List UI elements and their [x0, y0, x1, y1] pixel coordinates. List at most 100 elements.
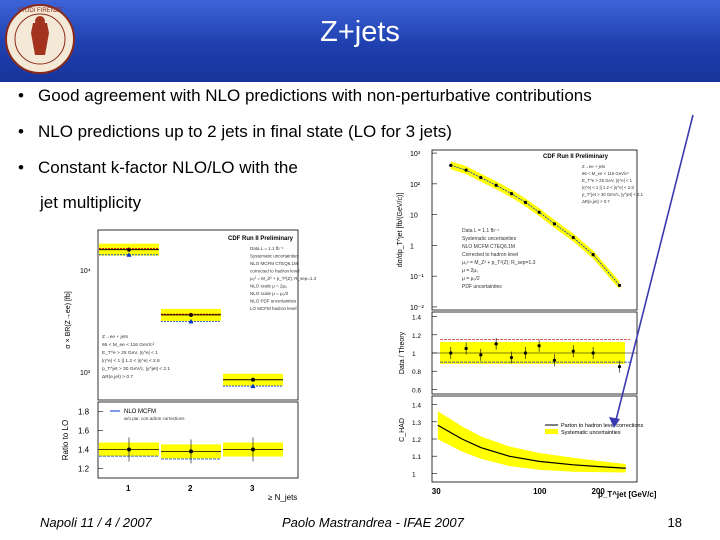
tr-ytick-5: 10⁻² [410, 305, 424, 312]
tr-legend-item-2: NLO MCFM CTEQ6.1M [462, 244, 515, 250]
panel-tr-cuts: Z→ee + jets 66 < M_ee < 116 GeV/c² E_T^e >… [582, 164, 644, 204]
tr-legend-item-4: μ₀² = M_Z² + p_T²(Z); R_sep=1.3 [462, 260, 536, 266]
tl-point-1 [189, 312, 193, 317]
mr-point-10 [617, 365, 622, 369]
br-ytick-0: 1.4 [412, 403, 421, 410]
mr-point-4 [509, 355, 514, 360]
mr-point-0 [449, 351, 453, 355]
panel-cross-section: CDF Run II Preliminary σ × BR(Z→ee) [fb]… [65, 229, 317, 401]
br-legend-item-0: Parton to hadron level corrections [561, 423, 643, 429]
left-figure: CDF Run II Preliminary σ × BR(Z→ee) [fb]… [60, 225, 317, 502]
mr-ytick-3: 0.8 [412, 369, 421, 376]
tr-legend-item-6: μ = μ₀/2 [462, 276, 480, 282]
mr-point-8 [571, 349, 575, 353]
bl-legend-item-1: w/o par. corr.adron corrections [124, 416, 185, 421]
br-ytick-3: 1.1 [412, 454, 421, 461]
panel-tr-marks [449, 161, 622, 290]
tr-ytick-4: 10⁻¹ [410, 274, 424, 281]
mr-ytick-4: 0.6 [412, 387, 421, 394]
br-ytick-2: 1.2 [412, 437, 421, 444]
panel-mr-ylabel: Data / Theory [399, 331, 406, 374]
tl-legend-item-2: NLO MCFM CTEQ6.1M [250, 261, 298, 266]
panel-tl-cuts: Z→ee + jets 66 < M_ee < 116 GeV/c² E_T^e >… [102, 334, 170, 380]
tr-point-6 [537, 210, 541, 214]
mr-ytick-1: 1.2 [412, 333, 421, 340]
mr-point-3 [494, 342, 498, 346]
panel-br-ylabel: C_HAD [399, 418, 406, 442]
bl-xtick-0: 1 [126, 484, 131, 493]
tl-legend-item-6: NLO scale μ = μ₀/2 [250, 291, 289, 296]
panel-bl-marks [99, 437, 283, 464]
panel-tr-title: CDF Run II Preliminary [543, 154, 609, 160]
tl-legend-item-1: Systematic uncertainties [250, 254, 300, 259]
tr-point-4 [509, 192, 514, 196]
br-correction-line [437, 424, 626, 469]
bl-ytick-0: 1.2 [78, 465, 90, 474]
bullet-3-continued: jet multiplicity [40, 193, 141, 213]
tr-legend-item-5: μ = 2μ₀ [462, 268, 478, 274]
mr-point-9 [591, 351, 595, 355]
tr-legend-item-3: Corrected to hadron level [462, 252, 518, 258]
br-legend-item-1: Systematic uncertainties [561, 430, 621, 436]
mr-point-6 [537, 344, 541, 348]
tr-theory-line [450, 164, 620, 286]
tr-band [450, 161, 620, 290]
br-xtick-1: 100 [533, 487, 547, 496]
panel-ratio-lo: Ratio to LO 1.2 1.4 1.6 1.8 1 2 3 NLO MCFMw/o … [61, 401, 299, 502]
tl-lo-point-2 [250, 383, 256, 389]
panel-tl-title: CDF Run II Preliminary [228, 236, 294, 242]
panel-data-theory: Data / Theory 1.4 1.2 1 0.8 0.6 [399, 311, 638, 394]
br-ytick-4: 1 [412, 471, 416, 478]
tr-point-2 [479, 175, 483, 180]
br-xtick-0: 30 [432, 487, 441, 496]
bl-ytick-3: 1.8 [78, 408, 90, 417]
tl-cut-2: E_T^e > 25 GeV, |η^e| < 1 [102, 350, 158, 356]
bullet-3: • Constant k-factor NLO/LO with the [18, 158, 298, 177]
university-seal-icon: STUDI FIRENZE [5, 4, 75, 74]
panel-tl-marks [99, 243, 283, 389]
footer-date: Napoli 11 / 4 / 2007 [40, 515, 152, 530]
br-ytick-1: 1.3 [412, 420, 421, 427]
panel-br-marks [437, 411, 626, 473]
tr-ytick-0: 10³ [410, 151, 421, 158]
panel-tr-legend: Data L = 1.1 fb⁻¹ Systematic uncertaintie… [462, 228, 536, 290]
tr-cut-3: |η^e| < 1 || 1.2 < |η^e| < 2.8 [582, 185, 634, 190]
bl-xtick-1: 2 [188, 484, 193, 493]
tr-ytick-1: 10² [410, 182, 421, 189]
tl-lo-point-0 [126, 252, 132, 257]
tl-cut-0: Z→ee + jets [102, 334, 129, 340]
bullet-1: • Good agreement with NLO predictions wit… [18, 86, 592, 105]
tr-cut-4: p_T^jet > 30 GeV/c, |y^jet| < 2.1 [582, 192, 644, 197]
tl-legend-item-8: LO MCFM hadron level [250, 306, 297, 311]
panel-br-axes: 1.4 1.3 1.2 1.1 1 30 100 200 [412, 403, 605, 496]
annotation-arrow [609, 114, 694, 428]
tr-point-9 [591, 253, 595, 257]
tl-legend-item-5: NLO scale μ = 2μ₀ [250, 284, 287, 289]
tr-ytick-3: 1 [410, 243, 414, 250]
tl-cut-5: ΔR(e,jet) > 0.7 [102, 374, 133, 380]
tr-point-1 [464, 168, 468, 172]
panel-bl-axes: 1.2 1.4 1.6 1.8 1 2 3 [78, 408, 255, 494]
tr-point-3 [494, 183, 498, 187]
right-figure: CDF Run II Preliminary dσ/dp_T^jet [fb/(… [397, 149, 657, 499]
tr-ytick-2: 10 [410, 213, 418, 220]
bl-legend-item-0: NLO MCFM [124, 409, 156, 415]
bl-ytick-1: 1.4 [78, 446, 90, 455]
tr-cut-2: E_T^e > 25 GeV, |η^e| < 1 [582, 178, 633, 183]
tr-cut-5: ΔR(e,jet) > 0.7 [582, 199, 610, 204]
bullet-1-text: Good agreement with NLO predictions with… [38, 86, 592, 105]
bullet-3-text: Constant k-factor NLO/LO with the [38, 158, 298, 177]
mr-point-1 [464, 346, 468, 351]
panel-bl-xlabel: ≥ N_jets [268, 493, 297, 502]
tl-cut-4: p_T^jet > 30 GeV/c, |y^jet| < 2.1 [102, 366, 170, 372]
tl-point-2 [251, 377, 255, 382]
tr-point-5 [523, 200, 528, 204]
panel-differential: CDF Run II Preliminary dσ/dp_T^jet [fb/(… [397, 149, 644, 312]
panel-br-xlabel: p_T^jet [GeV/c] [598, 490, 657, 499]
bl-xtick-2: 3 [250, 484, 255, 493]
bullet-2-text: NLO predictions up to 2 jets in final st… [38, 122, 452, 141]
mr-point-5 [523, 351, 528, 355]
mr-point-7 [552, 358, 557, 362]
br-band [437, 411, 626, 473]
